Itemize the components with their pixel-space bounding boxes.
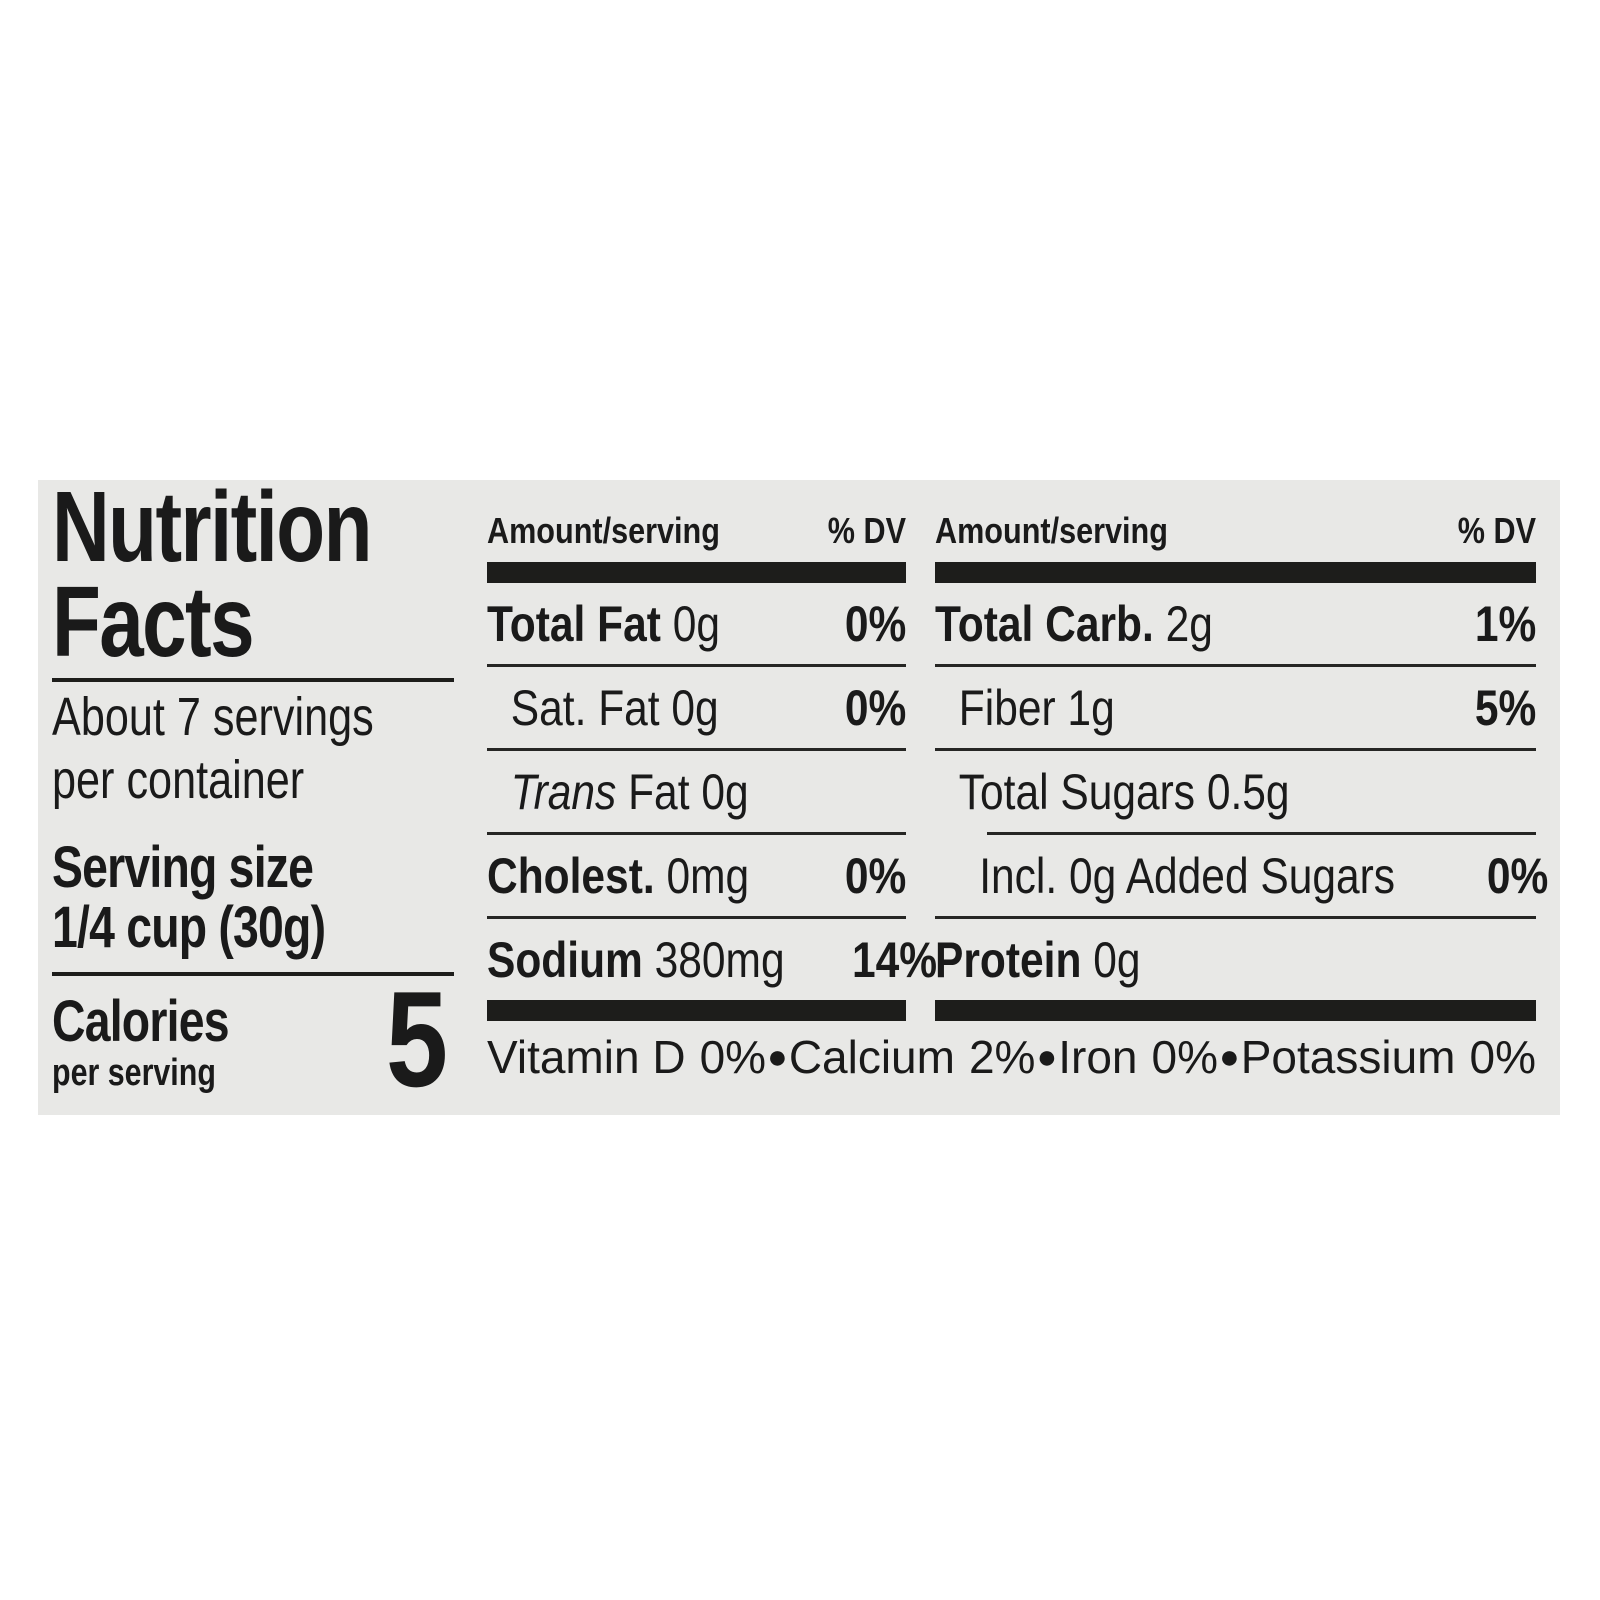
row-divider [935,664,1536,667]
nutrient-column-carbs: Amount/serving % DV Total Carb. 2g 1% Fi… [935,500,1549,1021]
micronutrient-value: 0% [1469,1031,1536,1083]
thick-bar [487,562,906,583]
micronutrient-iron: Iron 0% [1058,1030,1218,1084]
row-label: Sat. Fat 0g [510,679,719,736]
row-label: Trans Fat 0g [510,763,749,820]
serving-size: Serving size 1/4 cup (30g) [52,835,326,960]
row-sat-fat: Sat. Fat 0g 0% [487,667,906,748]
row-label: Total Fat 0g [487,595,721,652]
row-protein: Protein 0g [935,919,1536,1000]
serving-size-value: 1/4 cup (30g) [52,895,326,960]
calories-label: Calories [52,989,230,1054]
row-dv: 0% [844,595,906,652]
row-cholesterol: Cholest. 0mg 0% [487,835,906,916]
row-dv: 0% [844,679,906,736]
row-label: Fiber 1g [958,679,1115,736]
nutrient-column-fats: Amount/serving % DV Total Fat 0g 0% Sat.… [487,500,937,1021]
thick-bar [935,1000,1536,1021]
row-total-carb: Total Carb. 2g 1% [935,583,1536,664]
column-header: Amount/serving % DV [935,500,1536,562]
row-divider [487,916,906,919]
bullet-separator: ● [1219,1037,1240,1076]
row-label: Total Carb. 2g [935,595,1213,652]
micronutrient-potassium: Potassium 0% [1241,1030,1536,1084]
serving-size-label: Serving size [52,835,314,900]
panel-title-line1: Nutrition [52,471,372,583]
row-dv: 14% [852,931,938,988]
row-label: Sodium 380mg [487,931,785,988]
micronutrient-value: 0% [699,1031,767,1083]
bullet-separator: ● [767,1037,788,1076]
micronutrients-row: Vitamin D 0% ● Calcium 2% ● Iron 0% ● Po… [487,1030,1536,1084]
servings-line2: per container [52,750,305,810]
column-header-amount: Amount/serving [935,510,1168,551]
micronutrient-name: Vitamin D [487,1031,686,1083]
servings-per-container: About 7 servings per container [52,686,374,812]
micronutrient-value: 2% [968,1031,1036,1083]
bullet-separator: ● [1036,1037,1058,1076]
panel-title: Nutrition Facts [52,471,372,678]
row-label: Protein 0g [935,931,1141,988]
row-dv: 0% [844,847,906,904]
row-dv: 5% [1474,679,1536,736]
row-trans-fat: Trans Fat 0g [487,751,906,832]
row-dv: 0% [1487,847,1549,904]
thick-bar [487,1000,906,1021]
row-fiber: Fiber 1g 5% [935,667,1536,748]
row-divider [935,748,1536,751]
row-label: Cholest. 0mg [487,847,750,904]
row-total-sugars: Total Sugars 0.5g [935,751,1536,832]
panel-title-line2: Facts [52,566,255,678]
row-divider [487,748,906,751]
nutrition-facts-panel: Nutrition Facts About 7 servings per con… [38,471,1560,1115]
row-divider [487,832,906,835]
row-divider-indented [987,832,1536,835]
micronutrient-value: 0% [1151,1031,1218,1083]
calories-value: 5 [385,963,448,1115]
row-divider [935,916,1536,919]
row-label: Total Sugars 0.5g [958,763,1290,820]
micronutrient-calcium: Calcium 2% [789,1030,1036,1084]
row-divider [487,664,906,667]
servings-line1: About 7 servings [52,687,374,747]
row-sodium: Sodium 380mg 14% [487,919,937,1000]
column-header: Amount/serving % DV [487,500,906,562]
micronutrient-vitamin-d: Vitamin D 0% [487,1030,766,1084]
column-header-dv: % DV [1457,510,1536,551]
title-divider [52,678,454,682]
row-dv: 1% [1474,595,1536,652]
serving-size-divider [52,972,454,976]
column-header-dv: % DV [827,510,906,551]
micronutrient-name: Potassium [1240,1031,1456,1083]
row-label: Incl. 0g Added Sugars [979,847,1396,904]
calories-sublabel: per serving [52,1052,216,1094]
micronutrient-name: Iron [1058,1031,1138,1083]
column-header-amount: Amount/serving [487,510,720,551]
row-added-sugars: Incl. 0g Added Sugars 0% [935,835,1548,916]
row-total-fat: Total Fat 0g 0% [487,583,906,664]
thick-bar [935,562,1536,583]
micronutrient-name: Calcium [788,1031,955,1083]
